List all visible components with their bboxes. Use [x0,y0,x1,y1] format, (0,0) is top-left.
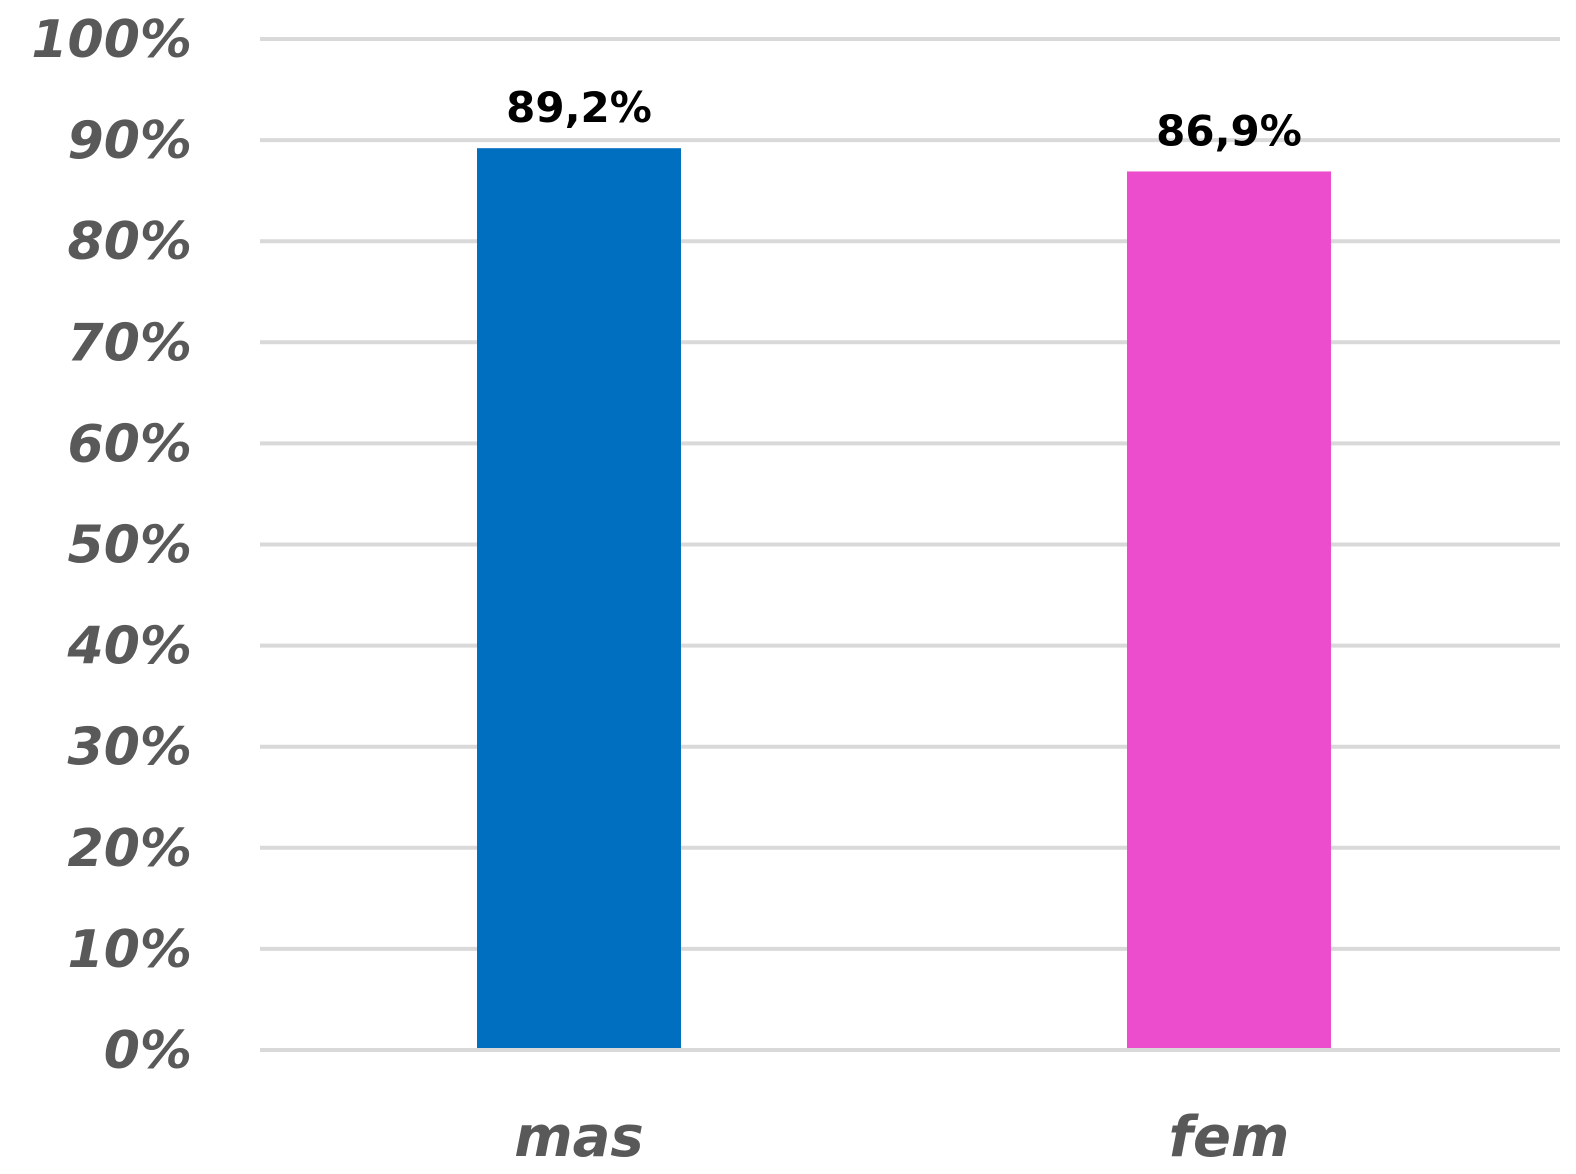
y-tick-label: 90% [68,111,192,171]
y-tick-label: 30% [68,718,192,778]
y-tick-label: 20% [68,819,192,879]
bar-mas [477,148,681,1049]
y-tick-label: 10% [68,920,192,980]
y-tick-label: 100% [31,10,192,70]
y-tick-label: 0% [104,1021,192,1081]
y-tick-label: 70% [68,313,192,373]
data-label-mas: 89,2% [506,83,652,132]
x-tick-label-mas: mas [514,1105,643,1170]
y-tick-label: 50% [68,516,192,576]
x-tick-label-fem: fem [1169,1105,1290,1170]
y-tick-label: 60% [68,414,192,474]
x-axis-tick-labels: mas fem [514,1105,1289,1170]
gridlines [260,37,1560,1052]
y-tick-label: 40% [67,617,192,677]
y-tick-label: 80% [68,212,192,272]
bar-fem [1127,171,1331,1049]
data-label-fem: 86,9% [1156,106,1302,155]
bars [477,148,1331,1049]
y-axis-tick-labels: 0% 10% 20% 30% 40% 50% 60% 70% 80% 90% 100% [31,10,192,1081]
data-labels: 89,2% 86,9% [506,83,1302,155]
